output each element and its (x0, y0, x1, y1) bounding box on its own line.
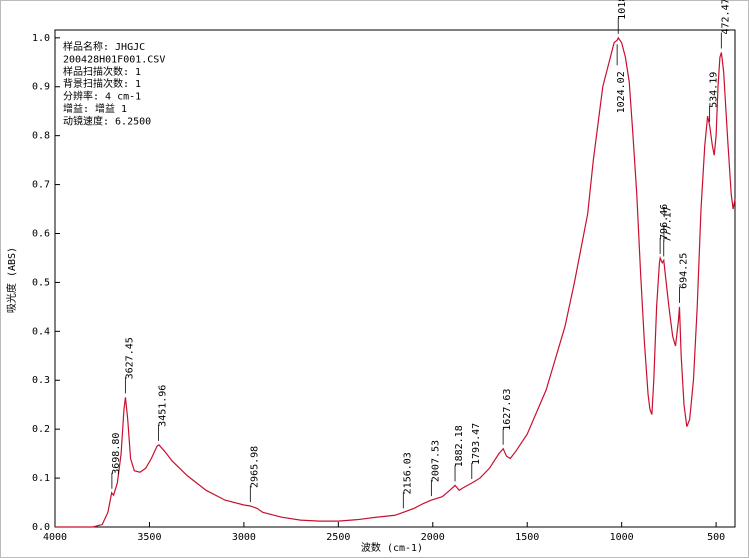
y-tick-label: 0.1 (32, 473, 50, 484)
peak-label: 694.25 (678, 253, 689, 289)
x-tick-label: 2000 (421, 532, 445, 543)
peak-label: 3627.45 (124, 337, 135, 379)
y-tick-label: 0.8 (32, 131, 50, 142)
peak-label: 1882.18 (454, 425, 465, 467)
peak-label: 1793.47 (471, 423, 482, 465)
info-line: 样品名称: JHGJC (63, 40, 145, 53)
y-tick-label: 0.7 (32, 180, 50, 191)
peak-label: 2965.98 (249, 446, 260, 488)
plot-area (54, 29, 736, 528)
y-tick-label: 0.2 (32, 424, 50, 435)
info-line: 动镜速度: 6.2500 (63, 114, 151, 127)
peak-label: 3698.80 (111, 433, 122, 475)
peak-label: 1024.02 (616, 71, 627, 113)
peak-label: 2007.53 (430, 440, 441, 482)
x-tick-label: 1000 (610, 532, 634, 543)
info-line: 增益: 增益 1 (63, 102, 127, 115)
x-axis-label: 波数 (cm-1) (361, 541, 423, 554)
y-tick-label: 0.5 (32, 277, 50, 288)
info-line: 背景扫描次数: 1 (63, 77, 141, 90)
peak-label: 3451.96 (158, 385, 169, 427)
y-tick-label: 1.0 (32, 33, 50, 44)
x-tick-label: 2500 (326, 532, 350, 543)
info-line: 分辨率: 4 cm-1 (63, 90, 141, 103)
x-tick-label: 500 (707, 532, 725, 543)
y-axis-label: 吸光度 (ABS) (5, 247, 18, 313)
peak-label: 777.17 (663, 206, 674, 242)
x-tick-label: 1500 (515, 532, 539, 543)
peak-label: 534.19 (709, 72, 720, 108)
y-tick-label: 0.6 (32, 228, 50, 239)
peak-label: 2156.03 (402, 452, 413, 494)
x-tick-label: 3500 (137, 532, 161, 543)
peak-label: 1627.63 (502, 389, 513, 431)
peak-label: 796.46 (659, 204, 670, 240)
info-line: 样品扫描次数: 1 (63, 65, 141, 78)
x-tick-label: 4000 (43, 532, 67, 543)
y-tick-label: 0.9 (32, 82, 50, 93)
y-tick-label: 0.3 (32, 375, 50, 386)
peak-label: 1018.23 (617, 0, 628, 20)
spectrum-line (55, 36, 736, 528)
peak-label: 472.47 (720, 0, 731, 35)
x-tick-label: 3000 (232, 532, 256, 543)
info-line: 200428H01F001.CSV (63, 54, 165, 65)
y-tick-label: 0.4 (32, 326, 50, 337)
y-tick-label: 0.0 (32, 522, 50, 533)
